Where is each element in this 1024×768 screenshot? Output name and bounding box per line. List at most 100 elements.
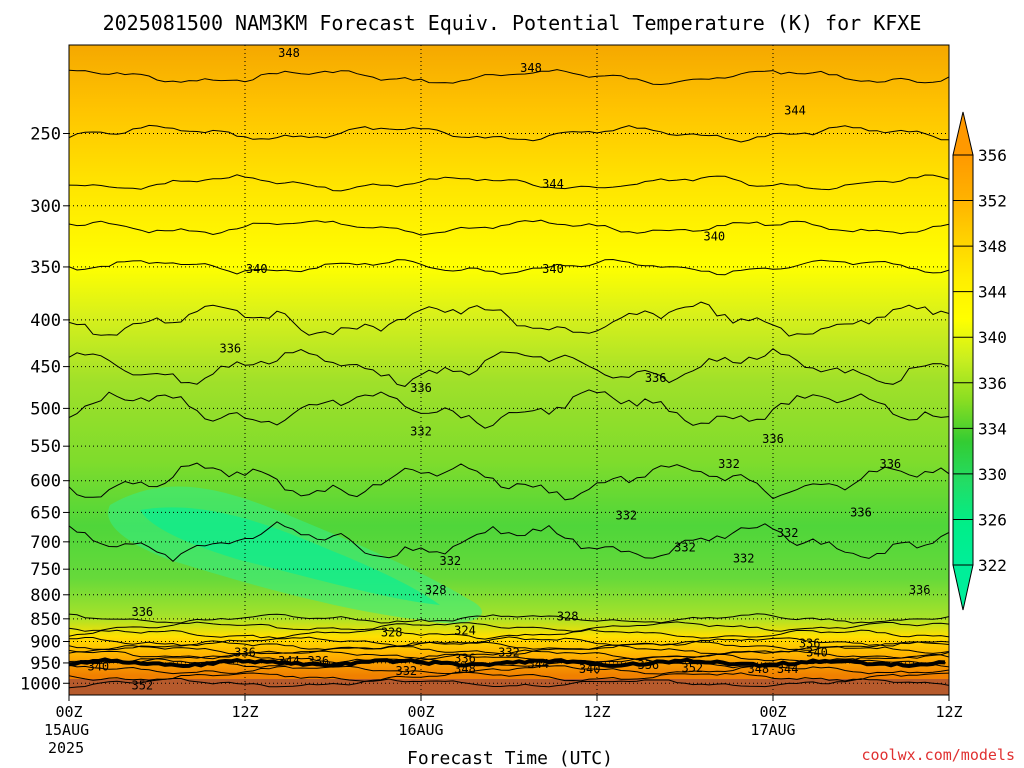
contour-label: 348 [454,662,476,676]
contour-label: 352 [131,678,153,692]
grid [69,45,949,695]
colorbar-label: 322 [978,556,1007,575]
y-tick-label: 500 [30,399,61,419]
x-tick-year: 2025 [48,739,84,757]
colorbar-top-arrow [952,111,974,156]
y-tick-label: 850 [30,610,61,630]
x-axis-label: Forecast Time (UTC) [407,748,613,768]
x-tick-label: 00Z [55,703,82,721]
y-tick-label: 750 [30,560,61,580]
contour-label: 336 [637,658,659,672]
colorbar-label: 356 [978,146,1007,165]
contour-label: 340 [87,659,109,673]
contour-line [69,621,949,632]
contour-label: 336 [219,342,241,356]
surface-band [69,679,949,695]
y-tick-label: 800 [30,586,61,606]
contour-label: 340 [579,662,601,676]
colorbar-label: 348 [978,237,1007,256]
contour-lines [69,69,949,689]
y-tick-label: 950 [30,654,61,674]
y-tick-label: 900 [30,632,61,652]
chart-title: 2025081500 NAM3KM Forecast Equiv. Potent… [103,11,922,35]
colorbar-label: 352 [978,192,1007,211]
x-tick-date: 15AUG [44,721,89,739]
contour-label: 332 [498,645,520,659]
colorbar: 356 352 348 344 340 336 334 330 326 322 [952,111,1007,611]
theta-e-field [69,45,949,695]
contour-label: 344 [527,657,549,671]
contour-line [69,301,949,337]
contour-label: 340 [246,262,268,276]
contour-label: 344 [278,654,300,668]
x-tick-label: 00Z [759,703,786,721]
contour-line [69,613,949,624]
y-tick-label: 550 [30,437,61,457]
contour-label: 324 [454,623,476,637]
y-tick-label: 400 [30,311,61,331]
contour-labels: 348 348 344 344 340 340 340 336 336 336 332 336 332 3… [87,46,930,692]
contour-line [69,678,949,689]
contour-label: 336 [454,652,476,666]
x-tick-label: 12Z [231,703,258,721]
y-tick-label: 1000 [20,674,61,694]
colorbar-label: 326 [978,510,1007,529]
plot-area: 348 348 344 344 340 340 340 336 336 336 332 336 332 3… [69,45,949,695]
contour-label: 348 [278,46,300,60]
colorbar-label: 340 [978,328,1007,347]
contour-line [69,462,949,501]
contour-label: 332 [395,664,417,678]
inversion-band [69,657,946,669]
contour-label: 336 [762,432,784,446]
contour-label: 336 [410,381,432,395]
contour-label: 336 [799,637,821,651]
contour-label: 332 [733,551,755,565]
contour-label: 336 [645,371,667,385]
y-tick-label: 600 [30,472,61,492]
contour-label: 328 [557,609,579,623]
contour-line [69,258,949,276]
colorbar-bottom-arrow [952,564,974,611]
contour-line [69,649,949,660]
contour-label: 332 [439,554,461,568]
y-tick-label: 450 [30,358,61,378]
contour-label: 336 [234,645,256,659]
contour-label: 332 [674,540,696,554]
contour-line [69,671,949,682]
contour-label: 340 [703,229,725,243]
colorbar-label: 330 [978,465,1007,484]
contour-line [69,174,949,192]
y-tick-label: 350 [30,258,61,278]
contour-label: 332 [410,424,432,438]
contour-label: 340 [542,262,564,276]
dry-tongue-core [140,507,440,605]
colorbar-bar [952,154,974,566]
contour-label: 328 [425,583,447,597]
contour-line [69,219,949,236]
y-tick-label: 250 [30,124,61,144]
colorbar-label: 344 [978,283,1007,302]
contour-line [69,124,949,143]
contour-line [69,69,949,86]
x-tick-date: 17AUG [750,721,795,739]
y-axis: 2503003504004505005506006507007508008509… [20,124,69,694]
x-tick-label: 12Z [935,703,962,721]
y-tick-label: 700 [30,533,61,553]
contour-label: 336 [879,457,901,471]
contour-line [69,628,949,640]
contour-line [69,521,949,562]
contour-label: 336 [850,505,872,519]
contour-label: 332 [718,457,740,471]
contour-label: 332 [615,508,637,522]
contour-label: 336 [909,583,931,597]
watermark[interactable]: coolwx.com/models [861,746,1015,764]
contour-label: 348 [747,662,769,676]
contour-line [69,640,949,651]
y-tick-label: 300 [30,197,61,217]
x-tick-label: 12Z [583,703,610,721]
contour-line [69,389,949,429]
contour-label: 332 [777,526,799,540]
plot-frame [68,44,950,696]
